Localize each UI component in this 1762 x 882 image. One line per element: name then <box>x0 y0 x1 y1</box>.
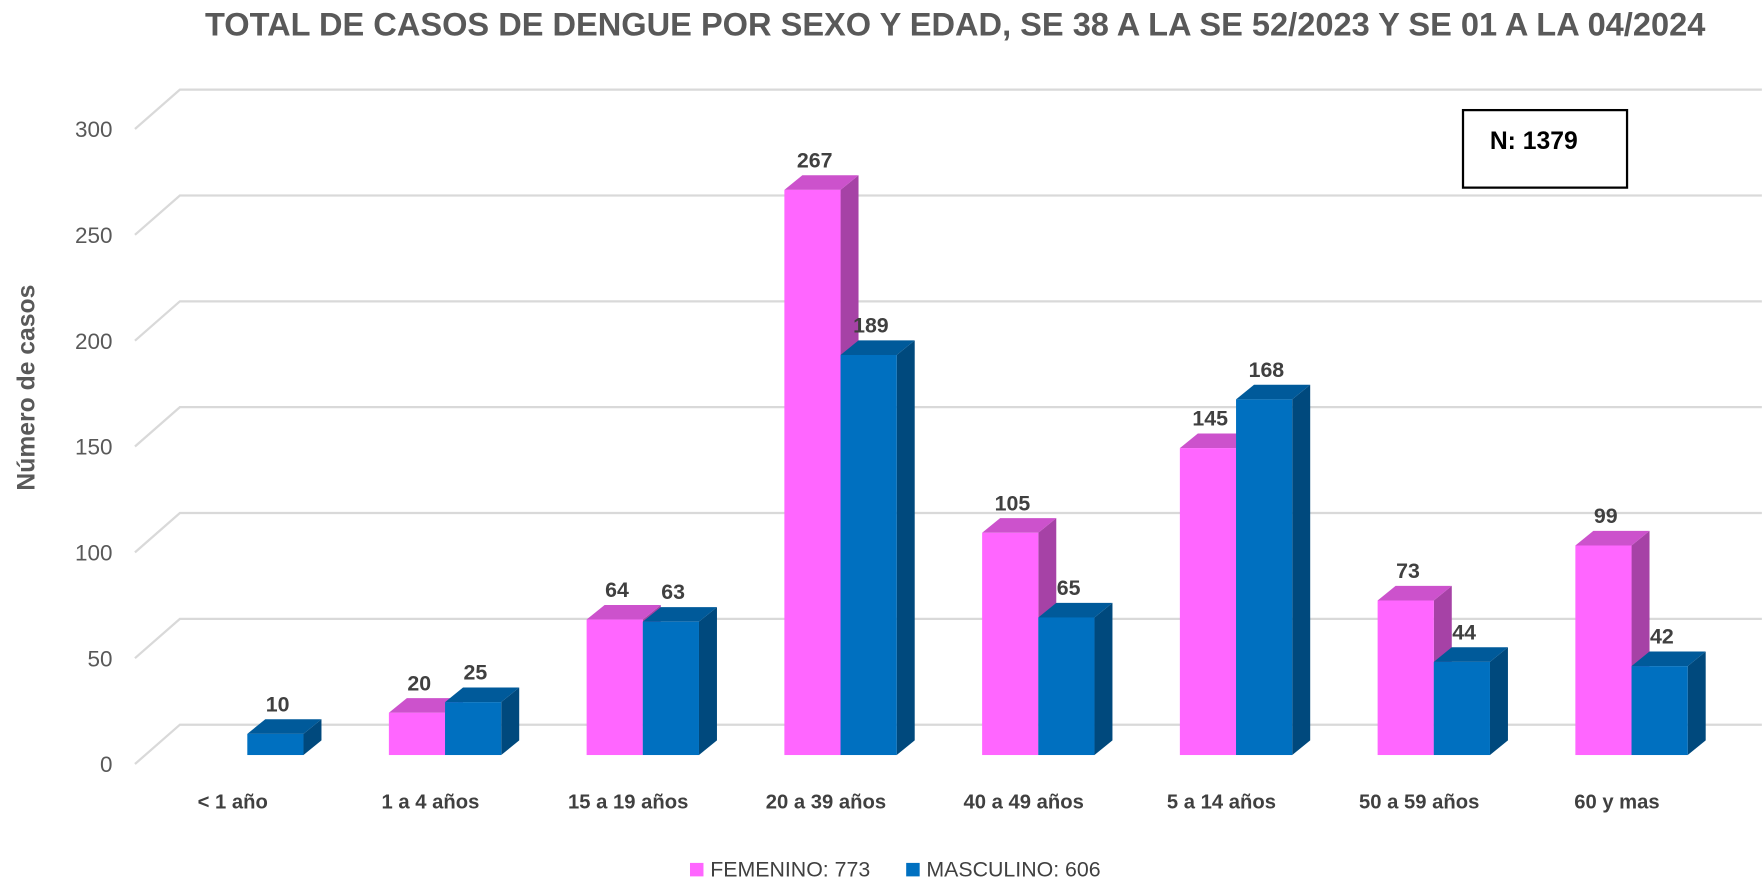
bar-top <box>445 687 520 703</box>
x-tick-label: < 1 año <box>198 792 268 814</box>
y-tick-label: 300 <box>75 117 113 142</box>
data-label: 63 <box>661 580 685 604</box>
bar-top <box>586 604 661 620</box>
data-label: 20 <box>407 671 431 695</box>
grid-line <box>134 617 1762 660</box>
data-label: 42 <box>1650 625 1674 649</box>
grid-line <box>134 511 1762 554</box>
x-tick-label: 50 a 59 años <box>1359 792 1479 814</box>
bar-side <box>698 607 717 756</box>
annotation-box <box>1461 108 1629 189</box>
legend-swatch <box>906 862 920 877</box>
bar-top <box>784 175 859 190</box>
data-label: 145 <box>1192 407 1228 431</box>
y-tick-label: 250 <box>75 223 113 248</box>
data-label: 105 <box>995 491 1031 515</box>
bar-top <box>1038 602 1113 618</box>
data-label: 25 <box>464 661 488 685</box>
x-tick-label: 1 a 4 años <box>382 792 480 814</box>
chart-title: TOTAL DE CASOS DE DENGUE POR SEXO Y EDAD… <box>205 7 1705 43</box>
y-tick-label: 100 <box>75 541 113 566</box>
legend-label: MASCULINO: 606 <box>926 857 1100 881</box>
grid-line <box>134 88 1762 130</box>
bar-top <box>388 698 464 713</box>
data-label: 64 <box>605 578 629 602</box>
bar-top <box>1631 651 1706 667</box>
bar-side <box>303 719 322 756</box>
grid-line <box>134 723 1762 765</box>
bar <box>1179 448 1237 756</box>
bar <box>445 702 502 756</box>
annotation: N: 1379 <box>1490 128 1578 155</box>
bar <box>1236 399 1293 756</box>
data-label: 168 <box>1249 358 1285 382</box>
bar-side <box>896 340 915 756</box>
bar-top <box>1179 433 1255 449</box>
bar-top <box>982 518 1057 533</box>
bar <box>247 733 304 756</box>
bar <box>840 354 897 756</box>
data-label: 65 <box>1057 576 1081 600</box>
bar <box>1433 661 1490 756</box>
data-label: 99 <box>1594 504 1618 528</box>
bar <box>784 189 841 756</box>
bar-side <box>1489 647 1508 756</box>
grid-line <box>134 300 1762 342</box>
legend-label: FEMENINO: 773 <box>710 857 870 881</box>
bar-side <box>1687 651 1706 756</box>
bar <box>1575 545 1632 756</box>
y-axis-label: Número de casos <box>14 285 41 491</box>
data-label: 73 <box>1396 559 1420 583</box>
bar-top <box>1575 530 1650 546</box>
bar <box>982 532 1039 756</box>
grid-line <box>134 406 1762 448</box>
y-tick-label: 150 <box>75 435 113 460</box>
bar <box>586 619 643 756</box>
bar <box>388 712 446 756</box>
bar-side <box>1292 384 1311 756</box>
x-tick-label: 40 a 49 años <box>964 792 1084 814</box>
x-tick-label: 60 y mas <box>1574 792 1659 814</box>
data-label: 189 <box>853 314 889 338</box>
bar-top <box>247 719 322 734</box>
y-tick-label: 0 <box>100 752 113 777</box>
data-label: 44 <box>1452 620 1476 644</box>
bar-top <box>1377 585 1452 601</box>
bar-side <box>1094 602 1113 756</box>
bar-top <box>1236 384 1311 400</box>
bar <box>642 621 699 756</box>
bar-top <box>1433 647 1508 662</box>
x-tick-label: 5 a 14 años <box>1167 792 1276 814</box>
bar-side <box>501 687 520 756</box>
x-tick-label: 20 a 39 años <box>766 792 886 814</box>
y-tick-label: 50 <box>87 646 112 671</box>
bar <box>1377 600 1434 756</box>
bar-top <box>642 607 717 622</box>
x-tick-label: 15 a 19 años <box>568 792 688 814</box>
bar <box>1631 666 1688 756</box>
y-tick-label: 200 <box>75 329 113 354</box>
legend-swatch <box>689 862 704 877</box>
bar-top <box>840 340 915 355</box>
data-label: 10 <box>266 692 290 716</box>
grid-line <box>134 194 1762 236</box>
data-label: 267 <box>797 148 833 172</box>
bar <box>1038 617 1095 756</box>
